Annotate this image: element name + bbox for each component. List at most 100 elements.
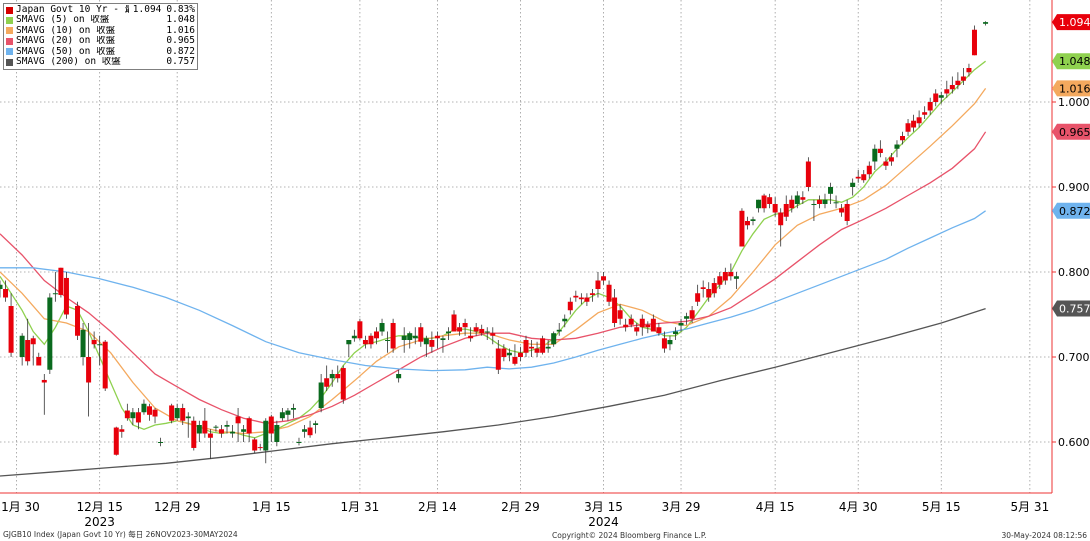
candle-body [933, 93, 939, 102]
candle-body [971, 29, 977, 56]
candle-body [346, 340, 352, 345]
candle-body [19, 335, 25, 357]
candle-body [689, 310, 695, 319]
candle-body [589, 293, 595, 295]
candle-body [307, 427, 313, 436]
candle-body [922, 112, 928, 115]
last-value-tag-label: 1.016 [1059, 82, 1090, 95]
plot-area [0, 0, 1052, 493]
candle-body [866, 165, 872, 175]
candle-body [639, 318, 645, 328]
candle-body [47, 297, 53, 370]
candle-body [540, 338, 546, 353]
series-line-smavg200 [0, 307, 986, 477]
candle-body [191, 420, 197, 448]
series-line-smavg20 [0, 131, 987, 424]
candle-body [146, 406, 152, 415]
candle-body [102, 341, 108, 389]
candle-body [822, 199, 828, 204]
series-line-smavg50 [0, 210, 986, 372]
y-tick-label: 0.800 [1058, 266, 1090, 279]
candle-body [412, 335, 418, 339]
candle-body [816, 199, 822, 204]
candle-body [396, 374, 402, 379]
candle-body [302, 429, 308, 432]
candle-body [983, 22, 989, 24]
x-tick-label: 12月 29 [154, 500, 200, 514]
candle-body [385, 340, 391, 341]
candle-body [401, 335, 407, 340]
candle-body [224, 425, 230, 427]
candle-body [894, 144, 900, 149]
candle-body [944, 89, 950, 94]
legend-label: SMAVG (10) on 收盤 [16, 25, 116, 36]
last-value-tag-label: 0.872 [1059, 205, 1090, 218]
candle-body [213, 426, 219, 428]
candle-body [196, 425, 202, 434]
y-tick-label: 1.000 [1058, 96, 1090, 109]
candle-body [512, 357, 518, 364]
candle-body [706, 289, 712, 298]
candle-body [877, 148, 883, 153]
candle-body [368, 335, 374, 345]
candle-body [960, 76, 966, 81]
y-tick-label: 0.700 [1058, 351, 1090, 364]
candle-body [274, 425, 280, 442]
candle-body [506, 352, 512, 356]
candle-body [52, 293, 58, 295]
legend-swatch-sma10 [6, 27, 13, 35]
x-tick-label: 3月 15 [584, 500, 623, 514]
candle-body [650, 318, 656, 332]
candle-body [241, 429, 247, 432]
candle-body [545, 346, 551, 349]
candle-body [119, 429, 125, 432]
candle-body [86, 357, 92, 383]
x-tick-label: 5月 15 [922, 500, 961, 514]
footer-index-info: GJGB10 Index (Japan Govt 10 Yr) 每日 26NOV… [3, 530, 238, 539]
legend-item-sma5: SMAVG (5) on 收盤 1.048 [6, 14, 195, 25]
candle-body [661, 338, 667, 349]
series-line-smavg10 [0, 88, 987, 435]
candle-body [324, 378, 330, 387]
legend-change: 0.83% [166, 4, 195, 15]
x-tick-label: 11月 30 [0, 500, 40, 514]
chart-legend: Japan Govt 10 Yr - 最新價 1.094 0.83% SMAVG… [3, 3, 198, 71]
candle-body [778, 212, 784, 226]
candle-body [484, 331, 490, 333]
last-value-tag [1052, 300, 1090, 317]
legend-value: 0.872 [166, 45, 195, 57]
candle-body [955, 80, 961, 85]
candle-body [0, 284, 3, 289]
candle-body [800, 197, 806, 200]
candle-body [645, 324, 651, 328]
legend-label: SMAVG (50) on 收盤 [16, 46, 116, 57]
candle-body [628, 318, 634, 325]
candle-body [423, 338, 429, 345]
last-value-tag-label: 0.757 [1059, 303, 1090, 316]
legend-item-sma10: SMAVG (10) on 收盤 1.016 [6, 25, 195, 36]
candle-body [811, 204, 817, 205]
candle-body [296, 442, 302, 443]
candle-body [517, 352, 523, 357]
candle-body [152, 409, 158, 417]
candle-body [855, 176, 861, 179]
candle-body [672, 331, 678, 335]
candle-body [595, 280, 601, 289]
candle-body [844, 204, 850, 221]
candle-body [318, 382, 324, 408]
last-value-tag [1052, 14, 1090, 31]
candle-body [202, 420, 208, 434]
candle-body [684, 316, 690, 319]
candle-body [772, 204, 778, 213]
candle-body [36, 357, 42, 366]
candle-body [562, 318, 568, 322]
candle-body [169, 405, 175, 421]
last-value-tag [1052, 202, 1090, 219]
candle-body [805, 161, 811, 187]
x-tick-label: 3月 29 [662, 500, 701, 514]
candle-body [617, 310, 623, 319]
candle-body [911, 120, 917, 128]
candle-body [279, 412, 285, 419]
candle-body [612, 297, 618, 323]
legend-swatch-price [6, 6, 13, 14]
